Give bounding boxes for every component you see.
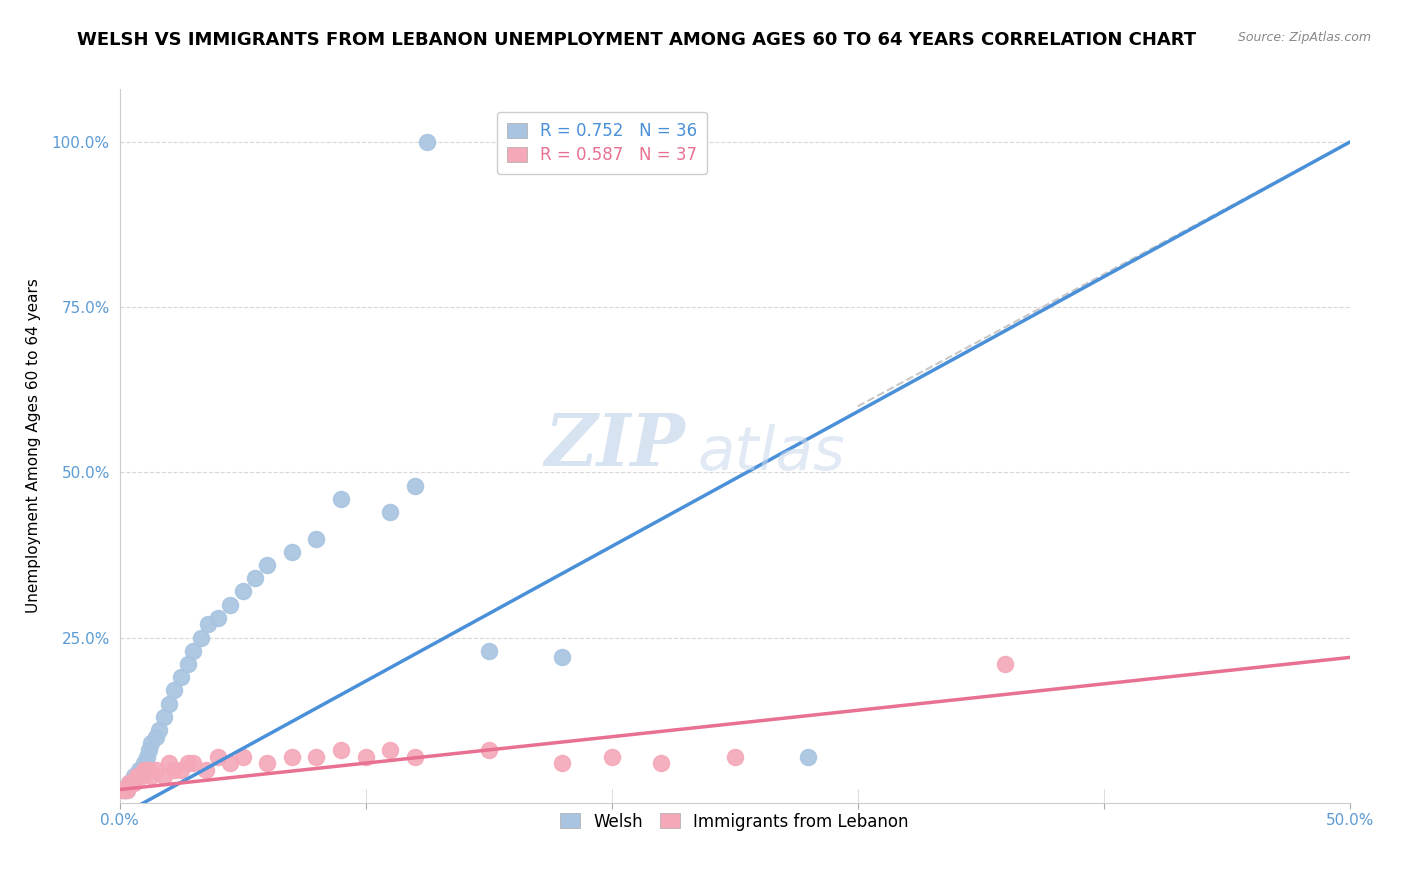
Point xyxy=(118,776,141,790)
Point xyxy=(153,769,174,783)
Point xyxy=(281,749,304,764)
Point xyxy=(121,776,143,790)
Point xyxy=(650,756,672,771)
Point xyxy=(132,763,156,777)
Point xyxy=(380,743,402,757)
Point xyxy=(183,644,205,658)
Text: ZIP: ZIP xyxy=(544,410,686,482)
Point xyxy=(600,749,623,764)
Point xyxy=(177,657,200,671)
Point xyxy=(197,617,219,632)
Point xyxy=(183,756,205,771)
Point xyxy=(354,749,377,764)
Point xyxy=(416,135,439,149)
Point xyxy=(994,657,1017,671)
Point xyxy=(163,683,186,698)
Point xyxy=(329,743,352,757)
Legend: Welsh, Immigrants from Lebanon: Welsh, Immigrants from Lebanon xyxy=(554,806,915,838)
Point xyxy=(170,763,193,777)
Point xyxy=(132,756,156,771)
Point xyxy=(145,730,167,744)
Point xyxy=(124,769,146,783)
Point xyxy=(118,776,141,790)
Point xyxy=(121,776,143,790)
Point xyxy=(138,763,160,777)
Point xyxy=(194,763,217,777)
Point xyxy=(131,763,153,777)
Point xyxy=(145,763,167,777)
Point xyxy=(125,769,148,783)
Point xyxy=(231,749,254,764)
Point xyxy=(281,545,304,559)
Point xyxy=(256,756,278,771)
Point xyxy=(157,756,180,771)
Point xyxy=(157,697,180,711)
Point xyxy=(115,782,138,797)
Point xyxy=(305,532,328,546)
Point xyxy=(305,749,328,764)
Point xyxy=(219,598,242,612)
Point xyxy=(380,505,402,519)
Point xyxy=(138,743,160,757)
Text: Source: ZipAtlas.com: Source: ZipAtlas.com xyxy=(1237,31,1371,45)
Point xyxy=(135,749,157,764)
Point xyxy=(404,478,426,492)
Point xyxy=(111,782,134,797)
Point xyxy=(243,571,266,585)
Point xyxy=(404,749,426,764)
Point xyxy=(551,650,574,665)
Point xyxy=(115,782,138,797)
Point xyxy=(797,749,820,764)
Point xyxy=(125,769,148,783)
Point xyxy=(231,584,254,599)
Point xyxy=(135,763,157,777)
Point xyxy=(114,782,135,797)
Text: WELSH VS IMMIGRANTS FROM LEBANON UNEMPLOYMENT AMONG AGES 60 TO 64 YEARS CORRELAT: WELSH VS IMMIGRANTS FROM LEBANON UNEMPLO… xyxy=(77,31,1197,49)
Y-axis label: Unemployment Among Ages 60 to 64 years: Unemployment Among Ages 60 to 64 years xyxy=(25,278,41,614)
Point xyxy=(114,782,135,797)
Point xyxy=(329,491,352,506)
Point xyxy=(219,756,242,771)
Point xyxy=(170,670,193,684)
Text: atlas: atlas xyxy=(697,424,845,483)
Point xyxy=(153,710,174,724)
Point xyxy=(148,723,170,738)
Point xyxy=(177,756,200,771)
Point xyxy=(256,558,278,572)
Point xyxy=(163,763,186,777)
Point xyxy=(477,743,501,757)
Point xyxy=(207,611,229,625)
Point xyxy=(207,749,229,764)
Point xyxy=(551,756,574,771)
Point xyxy=(128,763,150,777)
Point xyxy=(131,769,153,783)
Point xyxy=(124,776,146,790)
Point xyxy=(128,769,150,783)
Point xyxy=(141,736,163,750)
Point xyxy=(477,644,501,658)
Point xyxy=(723,749,745,764)
Point xyxy=(190,631,212,645)
Point xyxy=(141,769,163,783)
